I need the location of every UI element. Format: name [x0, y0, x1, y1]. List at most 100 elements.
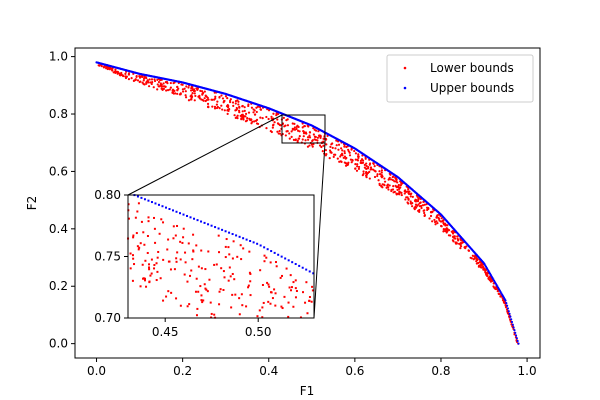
inset-lower-bound-point	[222, 270, 225, 273]
lower-bound-point	[165, 89, 168, 92]
lower-bound-point	[203, 97, 206, 100]
lower-bound-point	[334, 147, 337, 150]
lower-bound-point	[243, 106, 246, 109]
lower-bound-point	[400, 182, 404, 185]
inset-lower-bound-point	[231, 293, 234, 296]
lower-bound-point	[235, 116, 238, 119]
inset-lower-bound-point	[200, 299, 203, 302]
upper-bound-point	[513, 329, 516, 332]
inset-lower-bound-point	[273, 288, 276, 291]
lower-bound-point	[105, 67, 108, 70]
inset-upper-bound-point	[228, 231, 231, 234]
lower-bound-point	[312, 133, 315, 136]
inset-lower-bound-point	[186, 305, 189, 308]
lower-bound-point	[174, 92, 177, 95]
lower-bound-point	[181, 90, 185, 93]
lower-bound-point	[481, 265, 485, 268]
lower-bound-point	[322, 140, 325, 143]
lower-bound-point	[348, 151, 351, 154]
inset-lower-bound-point	[258, 309, 261, 312]
lower-bound-point	[328, 157, 331, 160]
inset-lower-bound-point	[231, 257, 234, 260]
legend: Lower bounds Upper bounds	[386, 54, 534, 103]
y-tick-label: 0.0	[49, 337, 68, 351]
inset-lower-bound-point	[249, 272, 252, 275]
inset-upper-bound-point	[214, 226, 217, 229]
inset-lower-bound-point	[228, 253, 231, 256]
inset-lower-bound-point	[311, 289, 314, 292]
lower-bound-point	[316, 139, 319, 142]
lower-bound-point	[488, 279, 491, 282]
lower-bound-point	[457, 242, 461, 245]
lower-bound-point	[248, 117, 251, 120]
lower-bound-point	[414, 200, 418, 203]
inset-lower-bound-point	[238, 313, 241, 316]
inset-lower-bound-point	[143, 277, 146, 280]
upper-bound-point	[516, 339, 519, 343]
lower-bound-point	[423, 211, 426, 215]
lower-bound-point	[451, 232, 455, 235]
lower-bound-point	[392, 191, 395, 194]
inset-lower-bound-point	[241, 304, 244, 307]
lower-bound-point	[336, 157, 339, 160]
inset-upper-bound-point	[263, 246, 266, 249]
inset-lower-bound-point	[189, 274, 192, 277]
lower-bound-point	[434, 223, 437, 226]
inset-lower-bound-point	[204, 268, 207, 271]
lower-bound-point	[224, 95, 228, 98]
lower-bound-point	[433, 220, 437, 224]
lower-bound-point	[211, 105, 214, 108]
lower-bound-point	[201, 98, 204, 102]
lower-bound-point	[495, 287, 498, 291]
lower-bound-point	[136, 79, 140, 82]
lower-bound-point	[304, 139, 307, 142]
lower-bound-point	[138, 76, 142, 79]
inset-lower-bound-point	[281, 307, 284, 310]
lower-bound-point	[286, 124, 290, 127]
inset-lower-bound-point	[231, 272, 234, 275]
lower-bound-point	[444, 229, 447, 233]
inset-upper-bound-point	[280, 255, 283, 258]
inset-plot-points	[127, 194, 315, 319]
inset-lower-bound-point	[147, 220, 150, 223]
lower-bound-point	[284, 134, 287, 137]
inset-lower-bound-point	[197, 290, 200, 293]
lower-bound-point	[335, 144, 338, 147]
lower-bound-point	[216, 100, 219, 103]
lower-bound-point	[350, 161, 353, 164]
lower-bound-point	[373, 175, 377, 179]
zoom-region-box	[281, 114, 326, 144]
lower-bound-point	[147, 85, 151, 88]
lower-bound-point	[324, 148, 327, 152]
inset-lower-bound-point	[182, 227, 185, 230]
lower-bound-point	[414, 198, 417, 201]
x-tick-label: 0.6	[345, 364, 364, 378]
lower-bound-point	[420, 204, 423, 208]
zoom-connector-bottom	[313, 142, 326, 319]
lower-bound-point	[319, 136, 322, 139]
lower-bound-point	[199, 89, 202, 92]
lower-bound-point	[445, 227, 448, 230]
inset-lower-bound-point	[248, 271, 251, 274]
inset-lower-bound-point	[195, 244, 198, 247]
inset-lower-bound-point	[200, 294, 203, 297]
inset-lower-bound-point	[172, 225, 175, 228]
inset-lower-bound-point	[311, 285, 314, 288]
lower-bound-point	[365, 167, 368, 170]
lower-bound-point	[290, 130, 293, 133]
lower-bound-point	[362, 170, 365, 173]
lower-bound-point	[388, 184, 391, 187]
main-axes-frame	[74, 47, 541, 359]
lower-bound-point	[210, 98, 213, 101]
lower-bound-point	[124, 72, 127, 75]
lower-bound-point	[333, 153, 336, 156]
lower-bound-point	[190, 86, 193, 90]
lower-bound-point	[285, 130, 288, 133]
lower-bound-point	[156, 83, 159, 86]
lower-bound-point	[356, 158, 359, 161]
inset-upper-bound-point	[301, 266, 304, 269]
inset-upper-bound-point	[259, 244, 262, 247]
lower-bound-point	[343, 150, 346, 153]
inset-lower-bound-point	[153, 267, 156, 270]
inset-lower-bound-point	[175, 260, 178, 263]
